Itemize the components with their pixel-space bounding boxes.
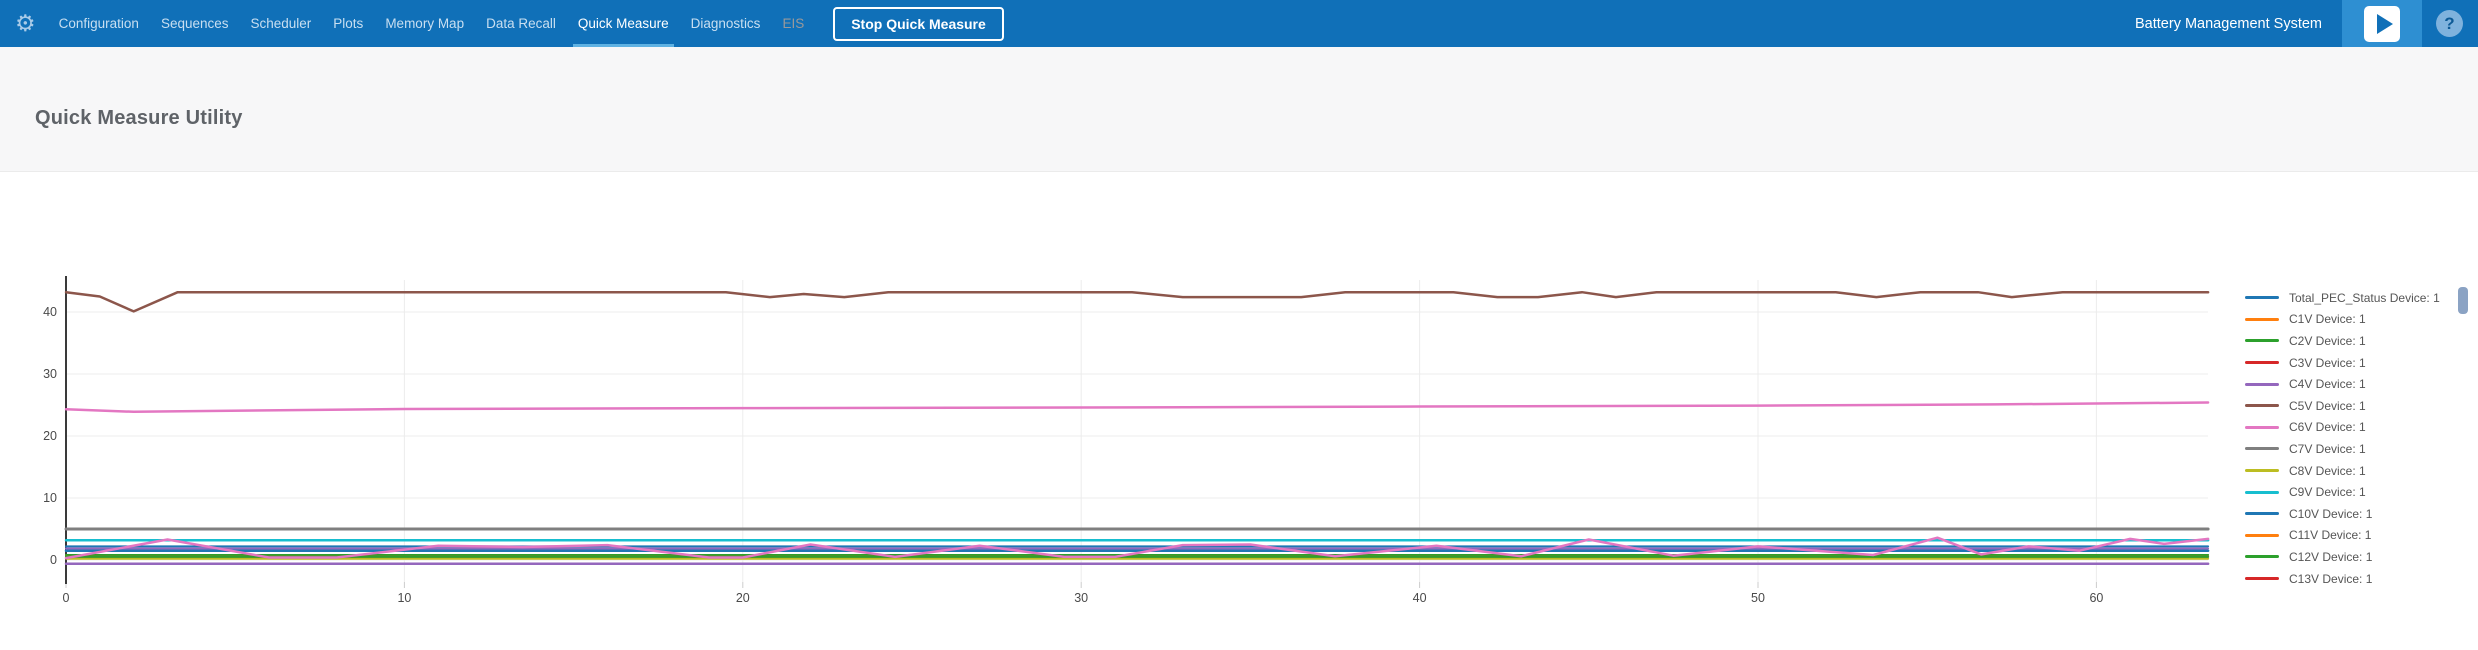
legend-swatch bbox=[2245, 555, 2279, 559]
legend-item-c12v-device-1[interactable]: C12V Device: 1 bbox=[2245, 546, 2457, 568]
app-title: Battery Management System bbox=[2135, 15, 2322, 32]
legend-label: C10V Device: 1 bbox=[2289, 506, 2373, 521]
svg-text:20: 20 bbox=[43, 429, 57, 443]
legend-label: C3V Device: 1 bbox=[2289, 355, 2366, 370]
help-icon[interactable]: ? bbox=[2436, 10, 2463, 37]
legend-scrollbar-thumb[interactable] bbox=[2458, 287, 2468, 314]
legend-item-c10v-device-1[interactable]: C10V Device: 1 bbox=[2245, 503, 2457, 525]
legend-swatch bbox=[2245, 317, 2279, 321]
legend-label: C8V Device: 1 bbox=[2289, 463, 2366, 478]
legend-swatch bbox=[2245, 425, 2279, 429]
svg-text:0: 0 bbox=[63, 591, 70, 605]
svg-text:10: 10 bbox=[43, 491, 57, 505]
svg-text:10: 10 bbox=[397, 591, 411, 605]
legend-label: C11V Device: 1 bbox=[2289, 528, 2372, 543]
series-line-15 bbox=[64, 536, 2210, 560]
run-button[interactable] bbox=[2342, 0, 2422, 47]
legend-label: C13V Device: 1 bbox=[2289, 571, 2373, 586]
legend-item-c11v-device-1[interactable]: C11V Device: 1 bbox=[2245, 525, 2457, 547]
legend-item-c8v-device-1[interactable]: C8V Device: 1 bbox=[2245, 460, 2457, 482]
legend-swatch bbox=[2245, 490, 2279, 494]
legend-item-c13v-device-1[interactable]: C13V Device: 1 bbox=[2245, 568, 2457, 590]
legend-swatch bbox=[2245, 339, 2279, 343]
quick-measure-chart: 0 10 20 30 40 50 60 0 10 20 30 40 bbox=[0, 270, 2220, 615]
page-title-bar: Quick Measure Utility bbox=[0, 47, 2478, 172]
legend-swatch bbox=[2245, 382, 2279, 386]
stop-quick-measure-button[interactable]: Stop Quick Measure bbox=[833, 6, 1004, 41]
nav-item-plots[interactable]: Plots bbox=[333, 16, 364, 31]
legend-item-total-pec-status-device-1[interactable]: Total_PEC_Status Device: 1 bbox=[2245, 287, 2457, 309]
nav-item-quick-measure[interactable]: Quick Measure bbox=[572, 0, 674, 47]
legend-label: C4V Device: 1 bbox=[2289, 377, 2366, 392]
legend-swatch bbox=[2245, 469, 2279, 473]
nav-item-data-recall[interactable]: Data Recall bbox=[486, 16, 556, 31]
svg-text:30: 30 bbox=[43, 367, 57, 381]
legend-label: C2V Device: 1 bbox=[2289, 333, 2366, 348]
svg-text:30: 30 bbox=[1074, 591, 1088, 605]
legend-label: C5V Device: 1 bbox=[2289, 398, 2366, 413]
legend-label: C7V Device: 1 bbox=[2289, 441, 2366, 456]
legend-item-c3v-device-1[interactable]: C3V Device: 1 bbox=[2245, 352, 2457, 374]
legend-item-c4v-device-1[interactable]: C4V Device: 1 bbox=[2245, 373, 2457, 395]
legend-item-c9v-device-1[interactable]: C9V Device: 1 bbox=[2245, 481, 2457, 503]
svg-text:60: 60 bbox=[2089, 591, 2103, 605]
chart-legend: Total_PEC_Status Device: 1 C1V Device: 1 C… bbox=[2245, 287, 2457, 589]
nav-item-configuration[interactable]: Configuration bbox=[58, 16, 139, 31]
play-icon bbox=[2364, 5, 2400, 42]
legend-swatch bbox=[2245, 404, 2279, 408]
legend-swatch bbox=[2245, 361, 2279, 365]
legend-item-c6v-device-1[interactable]: C6V Device: 1 bbox=[2245, 417, 2457, 439]
series-line-5 bbox=[64, 290, 2210, 313]
legend-swatch bbox=[2245, 447, 2279, 451]
svg-text:40: 40 bbox=[1413, 591, 1427, 605]
legend-swatch bbox=[2245, 533, 2279, 537]
page-title: Quick Measure Utility bbox=[35, 106, 243, 129]
chart-svg: 0 10 20 30 40 50 60 0 10 20 30 40 bbox=[43, 276, 2210, 605]
nav-item-scheduler[interactable]: Scheduler bbox=[250, 16, 312, 31]
legend-item-c1v-device-1[interactable]: C1V Device: 1 bbox=[2245, 309, 2457, 331]
legend-label: Total_PEC_Status Device: 1 bbox=[2289, 290, 2440, 305]
legend-label: C9V Device: 1 bbox=[2289, 485, 2366, 500]
legend-item-c2v-device-1[interactable]: C2V Device: 1 bbox=[2245, 330, 2457, 352]
svg-text:20: 20 bbox=[736, 591, 750, 605]
legend-item-c7v-device-1[interactable]: C7V Device: 1 bbox=[2245, 438, 2457, 460]
gear-icon[interactable]: ⚙ bbox=[15, 10, 36, 36]
legend-label: C12V Device: 1 bbox=[2289, 549, 2373, 564]
svg-text:50: 50 bbox=[1751, 591, 1765, 605]
legend-swatch bbox=[2245, 512, 2279, 516]
legend-label: C1V Device: 1 bbox=[2289, 312, 2366, 327]
nav-item-eis[interactable]: EIS bbox=[782, 16, 805, 31]
legend-label: C6V Device: 1 bbox=[2289, 420, 2366, 435]
top-navbar: ⚙ Configuration Sequences Scheduler Plots Me… bbox=[0, 0, 2478, 47]
nav-item-sequences[interactable]: Sequences bbox=[160, 16, 229, 31]
svg-text:40: 40 bbox=[43, 305, 57, 319]
nav-links: Configuration Sequences Scheduler Plots Memo… bbox=[48, 0, 816, 47]
legend-swatch bbox=[2245, 296, 2279, 300]
nav-item-diagnostics[interactable]: Diagnostics bbox=[690, 16, 761, 31]
legend-item-c5v-device-1[interactable]: C5V Device: 1 bbox=[2245, 395, 2457, 417]
legend-swatch bbox=[2245, 577, 2279, 581]
nav-item-memory-map[interactable]: Memory Map bbox=[385, 16, 465, 31]
series-line-6 bbox=[64, 401, 2210, 414]
svg-text:0: 0 bbox=[50, 553, 57, 567]
